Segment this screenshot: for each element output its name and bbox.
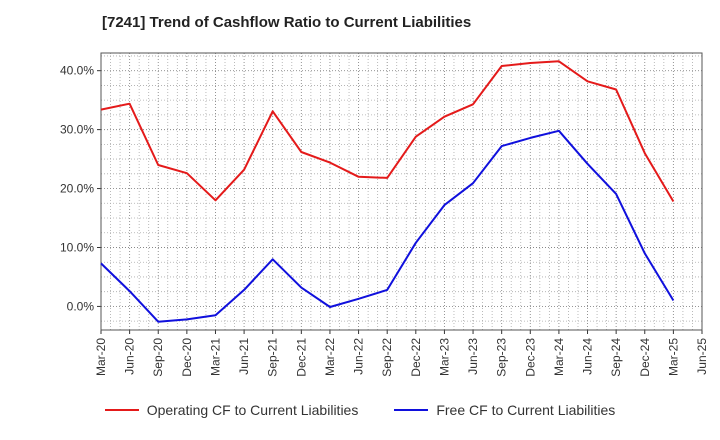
x-tick-label: Jun-20	[123, 338, 137, 375]
y-tick-label: 10.0%	[60, 240, 94, 254]
legend-swatch-operating	[104, 409, 139, 411]
x-tick-label: Jun-24	[581, 338, 595, 375]
y-tick-label: 40.0%	[60, 64, 94, 78]
legend-swatch-free	[394, 409, 429, 411]
x-tick-label: Jun-25	[695, 338, 709, 375]
legend-label-free: Free CF to Current Liabilities	[436, 402, 616, 418]
legend-item-operating: Operating CF to Current Liabilities	[104, 402, 359, 418]
x-tick-label: Dec-23	[523, 338, 537, 377]
axis-layer: Mar-20 Jun-20 Sep-20 Dec-20 Mar-21 Jun-21 Sep-…	[60, 52, 709, 377]
chart-title: [7241] Trend of Cashflow Ratio to Curren…	[102, 14, 472, 31]
x-tick-label: Mar-24	[552, 338, 566, 376]
legend-item-free: Free CF to Current Liabilities	[394, 402, 615, 418]
series-line-free	[100, 129, 675, 323]
x-tick-label: Mar-20	[94, 338, 108, 376]
legend-label-operating: Operating CF to Current Liabilities	[146, 402, 359, 418]
y-tick-label: 20.0%	[60, 182, 94, 196]
x-tick-label: Jun-23	[466, 338, 480, 375]
series-layer	[100, 60, 675, 323]
x-tick-label: Jun-22	[352, 338, 366, 375]
legend: Operating CF to Current Liabilities Free…	[0, 402, 720, 418]
x-tick-label: Dec-22	[409, 338, 423, 377]
x-tick-label: Sep-20	[151, 338, 165, 377]
x-tick-label: Sep-24	[609, 338, 623, 377]
series-line-operating	[100, 60, 675, 203]
x-tick-label: Sep-21	[266, 338, 280, 377]
x-tick-label: Mar-23	[437, 338, 451, 376]
y-tick-label: 30.0%	[60, 123, 94, 137]
x-tick-label: Dec-21	[294, 338, 308, 377]
x-tick-label: Dec-24	[638, 338, 652, 377]
x-tick-label: Dec-20	[180, 338, 194, 377]
x-tick-label: Mar-25	[666, 338, 680, 376]
x-tick-label: Sep-23	[495, 338, 509, 377]
x-tick-label: Mar-22	[323, 338, 337, 376]
plot-frame	[100, 52, 703, 331]
x-tick-label: Jun-21	[237, 338, 251, 375]
y-tick-label: 0.0%	[67, 299, 95, 313]
x-tick-label: Mar-21	[208, 338, 222, 376]
grid-layer	[100, 53, 703, 330]
x-tick-label: Sep-22	[380, 338, 394, 377]
